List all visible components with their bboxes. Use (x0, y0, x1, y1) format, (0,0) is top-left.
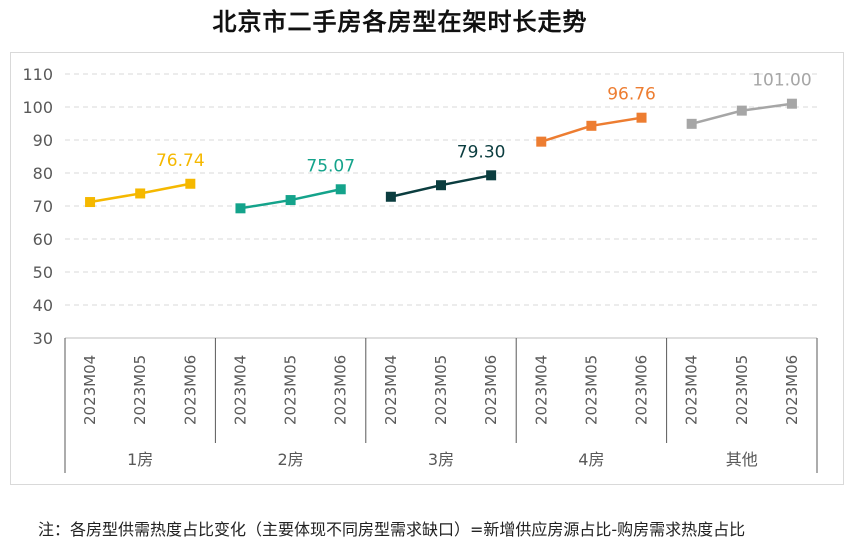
chart-frame: 30 40 50 60 70 80 90 100 110 76.74 2023M04 2023M05 2… (10, 52, 844, 485)
x-tick-label: 2023M05 (131, 355, 149, 425)
data-point (235, 203, 246, 214)
data-label: 101.00 (752, 71, 811, 91)
data-label: 76.74 (156, 151, 205, 171)
data-point (285, 195, 296, 206)
footnote: 注：各房型供需热度占比变化（主要体现不同房型需求缺口）=新增供应房源占比-购房需… (38, 520, 746, 539)
data-point (686, 118, 697, 129)
data-label: 79.30 (457, 142, 506, 162)
data-point (385, 191, 396, 202)
y-tick-label: 100 (22, 98, 53, 117)
x-tick-label: 2023M06 (181, 355, 199, 425)
data-point (135, 188, 146, 199)
data-point (736, 105, 747, 116)
x-tick-label: 2023M04 (532, 355, 550, 425)
data-point (436, 180, 446, 191)
y-tick-label: 50 (33, 263, 53, 282)
y-tick-label: 80 (33, 164, 53, 183)
y-tick-label: 60 (33, 230, 53, 249)
data-point (486, 170, 497, 181)
x-tick-label: 2023M04 (683, 355, 701, 425)
x-tick-label: 2023M04 (81, 355, 99, 425)
x-tick-label: 2023M06 (783, 355, 801, 425)
y-tick-label: 40 (33, 296, 53, 315)
x-tick-label: 2023M05 (733, 355, 751, 425)
data-point (536, 136, 547, 147)
x-tick-label: 2023M04 (231, 355, 249, 425)
data-point (335, 184, 346, 195)
x-tick-label: 2023M05 (282, 355, 300, 425)
group-label: 1房 (127, 450, 153, 469)
group-label: 4房 (578, 450, 604, 469)
data-point (185, 178, 196, 189)
chart-title: 北京市二手房各房型在架时长走势 (212, 8, 588, 36)
y-tick-label: 90 (33, 131, 53, 150)
data-label: 75.07 (306, 156, 355, 176)
data-point (636, 112, 647, 123)
data-point (586, 120, 597, 131)
x-tick-label: 2023M06 (332, 355, 350, 425)
group-label: 2房 (278, 450, 304, 469)
line-chart: 30 40 50 60 70 80 90 100 110 76.74 2023M04 2023M05 2… (22, 65, 818, 473)
y-tick-label: 30 (33, 329, 53, 348)
x-tick-label: 2023M06 (633, 355, 651, 425)
x-tick-label: 2023M05 (582, 355, 600, 425)
x-tick-label: 2023M06 (482, 355, 500, 425)
group-label: 3房 (428, 450, 454, 469)
group-label: 其他 (726, 450, 758, 469)
data-point (786, 98, 797, 109)
y-tick-label: 70 (33, 197, 53, 216)
x-tick-label: 2023M05 (432, 355, 450, 425)
data-point (85, 197, 96, 208)
data-label: 96.76 (607, 85, 656, 105)
y-tick-label: 110 (22, 65, 53, 84)
x-tick-label: 2023M04 (382, 355, 400, 425)
